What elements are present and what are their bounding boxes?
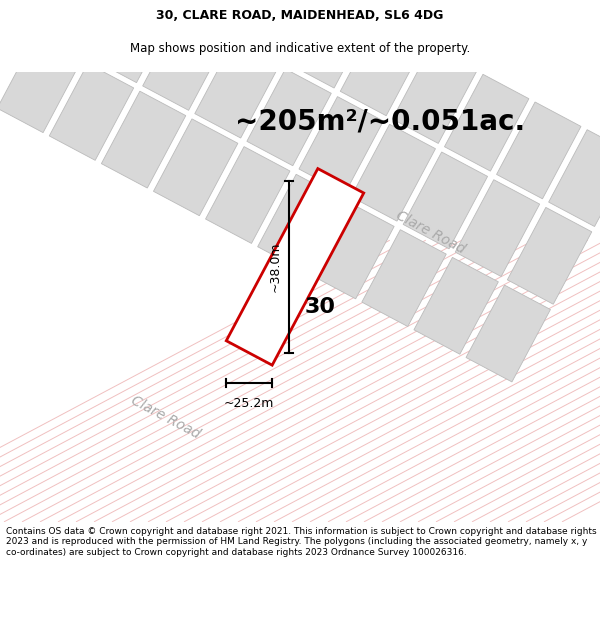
Polygon shape: [154, 119, 238, 216]
Polygon shape: [362, 230, 446, 326]
Text: Clare Road: Clare Road: [128, 393, 202, 441]
Text: 30: 30: [305, 297, 335, 317]
Polygon shape: [257, 174, 342, 271]
Polygon shape: [226, 169, 364, 365]
Text: Map shows position and indicative extent of the property.: Map shows position and indicative extent…: [130, 42, 470, 56]
Polygon shape: [247, 69, 331, 166]
Polygon shape: [340, 19, 425, 116]
Polygon shape: [38, 0, 123, 55]
Polygon shape: [236, 0, 320, 61]
Polygon shape: [0, 36, 82, 132]
Polygon shape: [445, 74, 529, 171]
Polygon shape: [143, 14, 227, 111]
Polygon shape: [310, 202, 394, 299]
Text: ~38.0m: ~38.0m: [268, 242, 281, 292]
Text: ~25.2m: ~25.2m: [224, 397, 274, 410]
Polygon shape: [49, 64, 134, 161]
Polygon shape: [299, 97, 383, 193]
Polygon shape: [195, 41, 279, 138]
Polygon shape: [101, 91, 186, 188]
Text: Contains OS data © Crown copyright and database right 2021. This information is : Contains OS data © Crown copyright and d…: [6, 527, 596, 557]
Polygon shape: [403, 152, 488, 249]
Polygon shape: [91, 0, 175, 82]
Polygon shape: [497, 102, 581, 199]
Polygon shape: [508, 208, 592, 304]
Polygon shape: [466, 285, 550, 382]
Polygon shape: [288, 0, 373, 88]
Polygon shape: [392, 47, 477, 143]
Polygon shape: [455, 180, 539, 276]
Polygon shape: [351, 124, 436, 221]
Polygon shape: [548, 130, 600, 226]
Polygon shape: [206, 147, 290, 243]
Text: 30, CLARE ROAD, MAIDENHEAD, SL6 4DG: 30, CLARE ROAD, MAIDENHEAD, SL6 4DG: [157, 9, 443, 22]
Polygon shape: [414, 258, 499, 354]
Text: ~205m²/~0.051ac.: ~205m²/~0.051ac.: [235, 108, 525, 136]
Text: Clare Road: Clare Road: [393, 208, 467, 256]
